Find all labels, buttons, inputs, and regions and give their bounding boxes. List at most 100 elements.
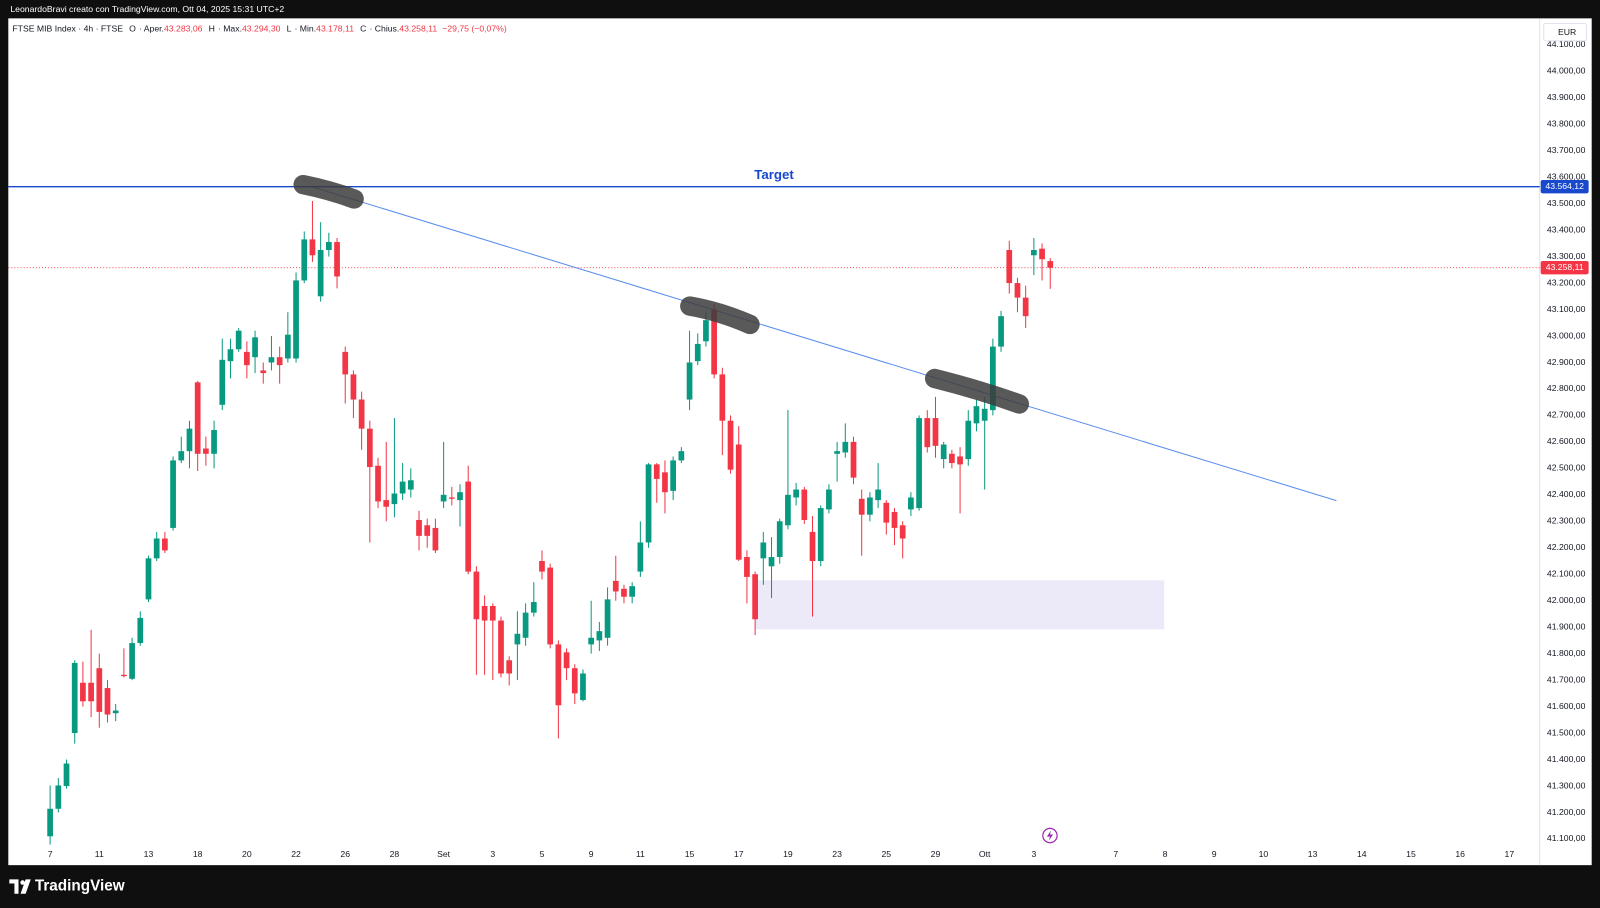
candle-body (366, 428, 373, 468)
y-tick-label: 42.400,00 (1547, 489, 1586, 499)
candle-body (932, 418, 939, 446)
candle-body (194, 382, 201, 454)
candle-body (719, 374, 726, 421)
candle-body (186, 428, 193, 452)
candle-body (547, 567, 554, 645)
candle-body (727, 420, 734, 470)
candle-body (153, 538, 160, 559)
y-tick-label: 42.300,00 (1547, 516, 1586, 526)
price-tag (1540, 261, 1589, 275)
candle-body (334, 242, 340, 277)
highlight (293, 174, 364, 209)
x-tick-label: 22 (291, 849, 301, 859)
candle-body (522, 612, 529, 638)
candle-body (80, 682, 86, 702)
candle-body (244, 351, 250, 366)
legend-value: 43.294,30 (242, 24, 281, 34)
candle-body (1047, 261, 1054, 268)
y-tick-label: 42.900,00 (1547, 357, 1586, 367)
candle-body (137, 617, 144, 644)
candle-body (71, 662, 78, 734)
brand-logo (9, 879, 31, 894)
candle-body (809, 531, 816, 562)
candle-body (112, 710, 119, 714)
candle-body (416, 519, 422, 536)
candle-body (588, 637, 595, 645)
candle-body (235, 330, 242, 350)
legend-key: L (287, 24, 292, 34)
candle-body (645, 464, 652, 543)
candle-body (924, 418, 931, 448)
x-tick-label: 10 (1259, 849, 1269, 859)
x-tick-label: 20 (242, 849, 252, 859)
y-tick-label: 44.000,00 (1547, 66, 1586, 76)
x-tick-label: Set (437, 849, 451, 859)
legend-value: 43.283,06 (164, 24, 203, 34)
candle-body (604, 599, 611, 638)
candle-body (293, 280, 299, 359)
candle-body (301, 239, 308, 281)
candle-body (621, 588, 627, 597)
x-tick-label: 13 (144, 849, 154, 859)
x-tick-label: 7 (1113, 849, 1118, 859)
price-tag-label: 43.258,11 (1546, 262, 1584, 272)
candle-body (539, 561, 545, 572)
candle-body (325, 242, 332, 250)
y-tick-label: 41.200,00 (1547, 807, 1586, 817)
legend-label: · Aper. (139, 24, 164, 34)
candle-body (703, 320, 709, 342)
candle-body (694, 343, 701, 362)
x-tick-label: 17 (734, 849, 744, 859)
candle-body (375, 465, 381, 502)
candle-body (817, 508, 824, 562)
candle-body (465, 481, 472, 572)
candle-body (342, 351, 349, 375)
x-tick-label: 23 (832, 849, 842, 859)
candle-body (563, 652, 570, 669)
candle-body (284, 334, 291, 359)
candle-body (629, 586, 636, 597)
candle-body (530, 602, 537, 613)
candle-body (908, 497, 914, 510)
x-tick-label: 16 (1455, 849, 1465, 859)
candle-body (899, 525, 906, 539)
candle-body (276, 357, 283, 366)
candle-body (875, 489, 881, 501)
x-tick-label: 3 (490, 849, 495, 859)
x-tick-label: 3 (1031, 849, 1036, 859)
candle-body (662, 472, 668, 493)
candle-body (350, 374, 357, 400)
candle-body (88, 682, 94, 702)
candle-body (145, 558, 152, 600)
y-tick-label: 41.300,00 (1547, 780, 1586, 790)
candle-body (252, 337, 258, 358)
candle-body (826, 489, 832, 510)
candle-body (957, 456, 963, 465)
candle-body (162, 538, 168, 551)
y-tick-label: 41.400,00 (1547, 754, 1586, 764)
legend-symbol: FTSE MIB Index · 4h · FTSE (12, 24, 123, 34)
candle-body (1014, 283, 1021, 298)
price-tag (1540, 180, 1589, 194)
candle-body (219, 359, 226, 405)
candle-body (867, 497, 873, 515)
x-tick-label: 9 (589, 849, 594, 859)
candle-body (227, 349, 234, 362)
x-tick-label: 14 (1357, 849, 1367, 859)
candle-body (653, 464, 660, 479)
candle-body (571, 668, 578, 694)
x-tick-label: 19 (783, 849, 793, 859)
legend-change: −29,75 (−0,07%) (442, 24, 507, 34)
x-tick-label: 11 (95, 849, 104, 859)
y-tick-label: 42.000,00 (1547, 595, 1586, 605)
y-tick-label: 43.100,00 (1547, 304, 1586, 314)
y-tick-label: 43.700,00 (1547, 145, 1586, 155)
candle-body (776, 521, 783, 558)
candle-body (883, 502, 890, 523)
candle-body (744, 557, 750, 577)
highlights (293, 174, 1030, 414)
candle-body (850, 441, 857, 478)
x-tick-label: Ott (979, 849, 991, 859)
candle-body (555, 644, 562, 706)
candle-body (834, 451, 840, 454)
